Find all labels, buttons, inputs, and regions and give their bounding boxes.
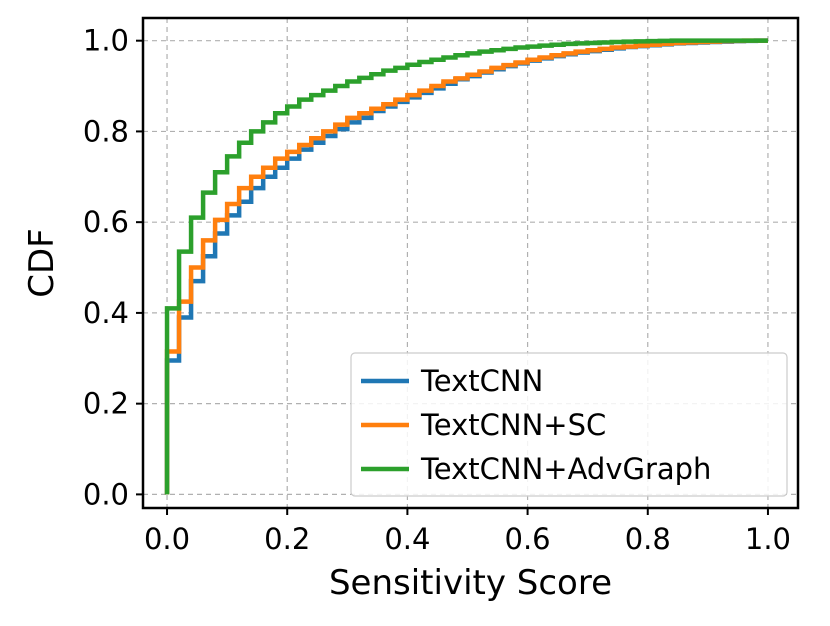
- y-tick-label: 0.6: [83, 205, 129, 239]
- x-tick-label: 0.6: [505, 522, 551, 556]
- legend: TextCNN TextCNN+SC TextCNN+AdvGraph: [350, 352, 788, 497]
- legend-label-textcnn-sc: TextCNN+SC: [420, 408, 606, 442]
- axis-ticks: 0.0 0.2 0.4 0.6 0.8 1.0 0.0 0.2 0.4 0.6 0.8 1.0: [83, 24, 791, 556]
- x-tick-label: 0.8: [625, 522, 671, 556]
- y-tick-label: 0.2: [83, 387, 129, 421]
- legend-label-textcnn-advgraph: TextCNN+AdvGraph: [420, 452, 711, 486]
- x-tick-label: 1.0: [745, 522, 791, 556]
- y-tick-label: 0.0: [83, 477, 129, 511]
- plot-frame: [141, 16, 800, 510]
- x-tick-label: 0.2: [264, 522, 310, 556]
- series-line-textcnn-sc: [164, 38, 768, 495]
- x-tick-label: 0.0: [144, 522, 190, 556]
- y-axis-label: CDF: [22, 228, 62, 297]
- series-layer: [164, 38, 768, 495]
- y-tick-label: 0.4: [83, 296, 129, 330]
- y-tick-label: 1.0: [83, 24, 129, 58]
- x-tick-label: 0.4: [384, 522, 430, 556]
- series-line-textcnn-advgraph: [164, 38, 768, 495]
- x-axis-label: Sensitivity Score: [329, 563, 612, 603]
- legend-box: [350, 352, 788, 497]
- legend-label-textcnn: TextCNN: [420, 364, 543, 398]
- y-tick-label: 0.8: [83, 114, 129, 148]
